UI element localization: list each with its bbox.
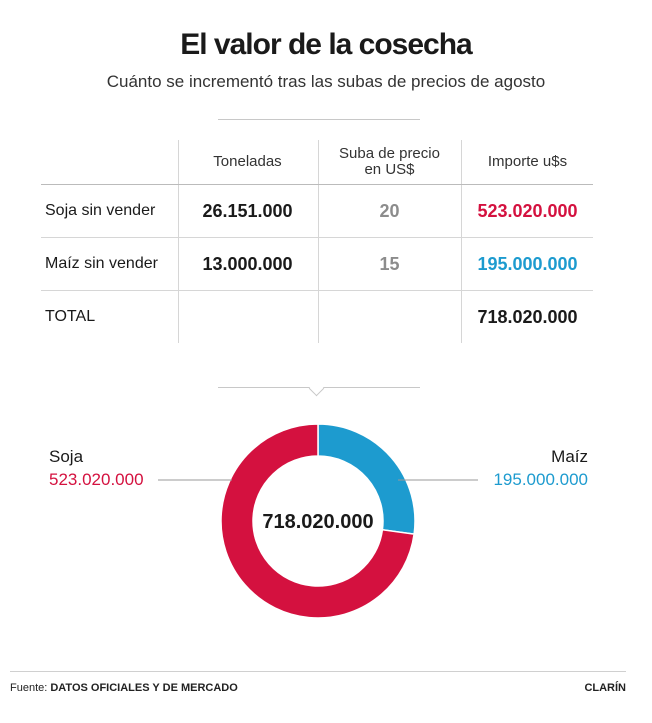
footer-divider xyxy=(10,671,626,672)
footer-brand: CLARÍN xyxy=(584,682,626,694)
legend-name-maiz: Maíz xyxy=(551,447,588,466)
footer-source-prefix: Fuente: xyxy=(10,682,51,694)
table-header-row: Toneladas Suba de precio en US$ Importe … xyxy=(41,140,593,185)
table-row-total: TOTAL 718.020.000 xyxy=(41,291,593,343)
legend-name-soja: Soja xyxy=(49,447,84,466)
row-label: Maíz sin vender xyxy=(45,255,158,272)
header-toneladas: Toneladas xyxy=(213,153,282,170)
row-toneladas: 26.151.000 xyxy=(202,200,293,221)
row-suba: 15 xyxy=(379,253,400,274)
chart-title: El valor de la cosecha xyxy=(180,28,473,61)
header-importe: Importe u$s xyxy=(487,153,568,170)
header-suba: Suba de precio en US$ xyxy=(339,145,440,178)
row-toneladas: 13.000.000 xyxy=(202,253,293,274)
legend-value-maiz: 195.000.000 xyxy=(493,470,588,489)
donut-slice-soja xyxy=(220,423,415,619)
footer-source: Fuente: DATOS OFICIALES Y DE MERCADO xyxy=(10,682,238,694)
table-row-soja: Soja sin vender 26.151.000 20 523.020.00… xyxy=(41,185,593,238)
harvest-table: Toneladas Suba de precio en US$ Importe … xyxy=(41,140,593,343)
total-importe: 718.020.000 xyxy=(477,306,578,327)
row-suba: 20 xyxy=(379,200,400,221)
legend-value-soja: 523.020.000 xyxy=(49,470,144,489)
footer-source-name: DATOS OFICIALES Y DE MERCADO xyxy=(50,682,238,694)
row-importe: 523.020.000 xyxy=(477,200,578,221)
row-importe: 195.000.000 xyxy=(477,253,578,274)
total-label: TOTAL xyxy=(45,308,96,325)
donut-center-label: 718.020.000 xyxy=(262,511,373,533)
row-label: Soja sin vender xyxy=(45,202,156,219)
table-row-maiz: Maíz sin vender 13.000.000 15 195.000.00… xyxy=(41,238,593,291)
divider-top xyxy=(218,119,420,120)
chart-subtitle: Cuánto se incrementó tras las subas de p… xyxy=(106,72,546,91)
